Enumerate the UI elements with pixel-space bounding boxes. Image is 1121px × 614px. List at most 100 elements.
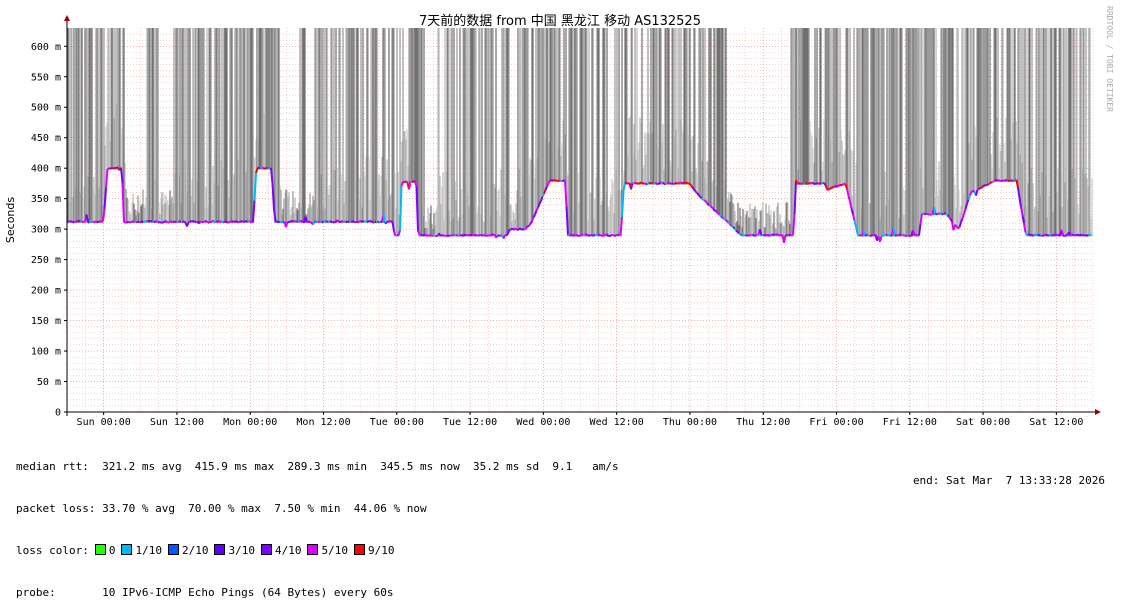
watermark: RRDTOOL / TOBI OETIKER (1105, 6, 1114, 112)
median-segment (112, 168, 114, 169)
median-segment (226, 221, 228, 223)
median-segment (961, 219, 963, 222)
median-segment (738, 232, 740, 233)
median-segment (943, 213, 945, 214)
median-segment (580, 235, 582, 236)
y-tick-label: 200 m (31, 286, 61, 297)
loss-color-swatch (261, 544, 272, 555)
median-segment (604, 235, 606, 236)
median-segment (645, 183, 647, 184)
median-segment (216, 221, 218, 222)
median-segment (703, 200, 705, 201)
median-segment (1090, 234, 1092, 235)
median-segment (538, 204, 540, 208)
median-segment (846, 184, 848, 188)
median-segment (831, 187, 833, 188)
loss-color-swatch-label: 9/10 (368, 544, 395, 557)
median-segment (376, 221, 378, 222)
x-tick-label: Fri 00:00 (809, 417, 863, 428)
median-segment (262, 168, 264, 169)
median-segment (109, 168, 111, 169)
median-segment (135, 222, 137, 223)
x-tick-label: Sat 00:00 (956, 417, 1010, 428)
median-segment (1087, 235, 1089, 236)
median-segment (721, 216, 723, 218)
median-segment (676, 183, 678, 184)
median-segment (1042, 235, 1044, 236)
median-segment (828, 189, 830, 190)
median-segment (652, 183, 654, 184)
median-segment (949, 216, 951, 218)
median-segment (1006, 180, 1008, 181)
x-tick-label: Wed 00:00 (516, 417, 570, 428)
median-segment (124, 222, 126, 223)
median-segment (406, 181, 408, 182)
median-segment (531, 221, 533, 223)
median-segment (700, 196, 702, 198)
median-segment (748, 235, 750, 236)
median-segment (211, 221, 213, 222)
median-segment (1069, 232, 1071, 235)
median-segment (741, 235, 743, 236)
chart-title: 7天前的数据 from 中国 黑龙江 移动 AS132525 (419, 13, 701, 29)
median-segment (825, 183, 827, 186)
median-segment (753, 234, 755, 235)
median-segment (543, 194, 545, 197)
median-segment (412, 181, 414, 182)
median-segment (529, 224, 531, 227)
loss-color-swatch-label: 4/10 (275, 544, 302, 557)
median-segment (594, 235, 596, 236)
median-segment (687, 183, 689, 184)
median-segment (636, 183, 638, 184)
median-segment (535, 211, 537, 215)
median-segment (352, 221, 354, 222)
median-segment (891, 235, 893, 236)
median-segment (615, 235, 617, 236)
median-segment (537, 207, 539, 210)
median-segment (982, 185, 984, 187)
median-segment (1026, 232, 1028, 234)
median-segment (516, 228, 518, 229)
loss-color-swatch-label: 1/10 (135, 544, 162, 557)
median-segment (880, 236, 882, 242)
latency-chart: 7天前的数据 from 中国 黑龙江 移动 AS132525 Seconds R… (0, 0, 1121, 430)
y-axis-arrow (64, 15, 70, 21)
median-segment (189, 221, 191, 222)
median-segment (799, 183, 801, 184)
median-segment (706, 202, 708, 204)
median-segment (508, 230, 510, 234)
median-segment (154, 221, 156, 222)
median-segment (682, 183, 684, 184)
median-segment (903, 235, 905, 236)
median-segment (978, 189, 980, 190)
median-segment (729, 223, 731, 225)
median-segment (534, 215, 536, 217)
y-tick-label: 0 (55, 408, 61, 419)
y-tick-label: 100 m (31, 347, 61, 358)
median-segment (757, 235, 759, 236)
median-segment (1066, 235, 1068, 236)
median-segment (774, 234, 776, 235)
x-tick-label: Wed 12:00 (590, 417, 644, 428)
median-segment (610, 235, 612, 236)
median-segment (496, 236, 498, 238)
median-segment (268, 168, 270, 169)
median-segment (201, 221, 203, 222)
median-segment (708, 204, 710, 206)
median-segment (694, 189, 696, 191)
median-segment (709, 205, 711, 206)
x-axis-arrow (1095, 409, 1101, 415)
median-segment (295, 221, 297, 222)
median-segment (940, 213, 942, 214)
median-segment (148, 221, 150, 222)
median-segment (391, 221, 393, 222)
median-segment (883, 235, 885, 236)
median-segment (865, 235, 867, 236)
median-segment (663, 183, 665, 184)
median-segment (688, 183, 690, 184)
median-segment (1081, 235, 1083, 236)
median-segment (240, 221, 242, 222)
median-segment (244, 221, 246, 222)
median-segment (838, 185, 840, 187)
